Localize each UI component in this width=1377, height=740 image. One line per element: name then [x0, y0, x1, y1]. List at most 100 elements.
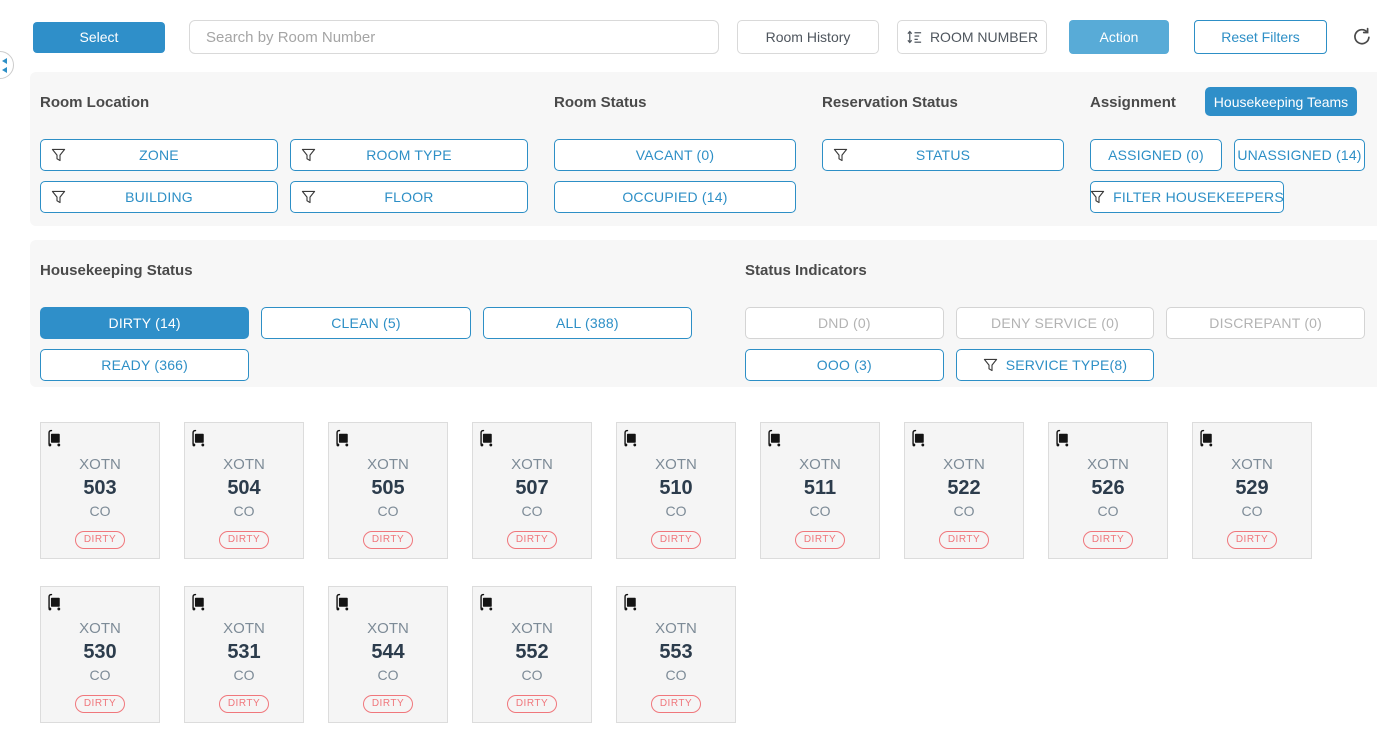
room-housekeeping-badge: DIRTY	[506, 695, 558, 713]
luggage-cart-icon	[911, 429, 926, 447]
discrepant-filter-button[interactable]: DISCREPANT (0)	[1166, 307, 1365, 339]
room-reservation-status: CO	[665, 667, 687, 683]
room-location-title: Room Location	[40, 94, 150, 111]
room-reservation-status: CO	[953, 503, 975, 519]
building-label: BUILDING	[125, 189, 193, 205]
dirty-filter-button[interactable]: DIRTY (14)	[40, 307, 250, 339]
luggage-cart-icon	[335, 429, 350, 447]
housekeeping-teams-button[interactable]: Housekeeping Teams	[1205, 87, 1357, 116]
room-history-button[interactable]: Room History	[737, 20, 879, 54]
room-housekeeping-badge: DIRTY	[218, 695, 270, 713]
room-card[interactable]: XOTN 503 CO DIRTY	[40, 422, 160, 559]
all-filter-button[interactable]: ALL (388)	[482, 307, 692, 339]
vacant-filter-button[interactable]: VACANT (0)	[554, 139, 796, 171]
room-reservation-status: CO	[521, 667, 543, 683]
room-reservation-status: CO	[377, 667, 399, 683]
room-reservation-status: CO	[1097, 503, 1119, 519]
room-hotel-code: XOTN	[223, 456, 265, 473]
filter-housekeepers-button[interactable]: FILTER HOUSEKEEPERS	[1090, 181, 1284, 213]
room-card[interactable]: XOTN 553 CO DIRTY	[616, 586, 736, 723]
service-type-label: SERVICE TYPE(8)	[1005, 357, 1128, 373]
room-card[interactable]: XOTN 511 CO DIRTY	[760, 422, 880, 559]
room-card[interactable]: XOTN 530 CO DIRTY	[40, 586, 160, 723]
room-hotel-code: XOTN	[655, 456, 697, 473]
room-hotel-code: XOTN	[367, 456, 409, 473]
room-reservation-status: CO	[1241, 503, 1263, 519]
funnel-icon	[51, 190, 66, 204]
room-hotel-code: XOTN	[511, 620, 553, 637]
room-housekeeping-badge: DIRTY	[794, 531, 846, 549]
room-card[interactable]: XOTN 552 CO DIRTY	[472, 586, 592, 723]
room-card[interactable]: XOTN 504 CO DIRTY	[184, 422, 304, 559]
room-hotel-code: XOTN	[1087, 456, 1129, 473]
luggage-cart-icon	[47, 593, 62, 611]
dnd-filter-button[interactable]: DND (0)	[745, 307, 944, 339]
room-status-title: Room Status	[554, 94, 647, 111]
action-button[interactable]: Action	[1069, 20, 1169, 54]
unassigned-filter-button[interactable]: UNASSIGNED (14)	[1234, 139, 1365, 171]
sort-icon	[907, 30, 922, 44]
floor-filter-button[interactable]: FLOOR	[290, 181, 528, 213]
room-number: 530	[83, 641, 117, 663]
luggage-cart-icon	[623, 593, 638, 611]
housekeeping-status-title: Housekeeping Status	[40, 262, 193, 279]
room-card[interactable]: XOTN 510 CO DIRTY	[616, 422, 736, 559]
room-card[interactable]: XOTN 529 CO DIRTY	[1192, 422, 1312, 559]
funnel-icon	[301, 190, 316, 204]
funnel-icon	[833, 148, 848, 162]
section-room-status: Room Status VACANT (0) OCCUPIED (14)	[554, 94, 796, 213]
refresh-button[interactable]	[1352, 26, 1374, 48]
collapse-arrows-icon	[2, 66, 7, 73]
room-reservation-status: CO	[89, 503, 111, 519]
select-button[interactable]: Select	[33, 21, 165, 53]
assignment-title: Assignment Housekeeping Teams	[1090, 87, 1365, 116]
room-housekeeping-badge: DIRTY	[74, 531, 126, 549]
ooo-filter-button[interactable]: OOO (3)	[745, 349, 944, 381]
assigned-filter-button[interactable]: ASSIGNED (0)	[1090, 139, 1222, 171]
room-number: 505	[371, 477, 405, 499]
room-housekeeping-badge: DIRTY	[362, 531, 414, 549]
room-housekeeping-badge: DIRTY	[506, 531, 558, 549]
building-filter-button[interactable]: BUILDING	[40, 181, 278, 213]
room-card[interactable]: XOTN 505 CO DIRTY	[328, 422, 448, 559]
section-reservation-status: Reservation Status STATUS	[822, 94, 1064, 213]
luggage-cart-icon	[1055, 429, 1070, 447]
deny-service-filter-button[interactable]: DENY SERVICE (0)	[955, 307, 1155, 339]
room-reservation-status: CO	[233, 503, 255, 519]
room-card[interactable]: XOTN 507 CO DIRTY	[472, 422, 592, 559]
service-type-filter-button[interactable]: SERVICE TYPE(8)	[955, 349, 1155, 381]
luggage-cart-icon	[1199, 429, 1214, 447]
edge-collapse-button[interactable]	[0, 51, 14, 79]
room-card[interactable]: XOTN 522 CO DIRTY	[904, 422, 1024, 559]
luggage-cart-icon	[479, 429, 494, 447]
room-housekeeping-badge: DIRTY	[74, 695, 126, 713]
room-card[interactable]: XOTN 544 CO DIRTY	[328, 586, 448, 723]
floor-label: FLOOR	[384, 189, 434, 205]
occupied-filter-button[interactable]: OCCUPIED (14)	[554, 181, 796, 213]
room-reservation-status: CO	[89, 667, 111, 683]
section-status-indicators: Status Indicators DND (0) DENY SERVICE (…	[745, 262, 1365, 381]
luggage-cart-icon	[767, 429, 782, 447]
sort-by-room-number-button[interactable]: ROOM NUMBER	[897, 20, 1047, 54]
refresh-icon	[1354, 27, 1370, 45]
search-input[interactable]	[189, 20, 719, 54]
room-number: 511	[803, 477, 837, 499]
filter-housekeepers-label: FILTER HOUSEKEEPERS	[1113, 189, 1284, 205]
room-reservation-status: CO	[233, 667, 255, 683]
room-card[interactable]: XOTN 526 CO DIRTY	[1048, 422, 1168, 559]
reservation-status-title: Reservation Status	[822, 94, 958, 111]
reset-filters-button[interactable]: Reset Filters	[1194, 20, 1327, 54]
filter-panel-secondary: Housekeeping Status DIRTY (14) CLEAN (5)…	[30, 240, 1377, 387]
ready-filter-button[interactable]: READY (366)	[40, 349, 250, 381]
room-number: 526	[1091, 477, 1125, 499]
room-card-grid: XOTN 503 CO DIRTY XOTN 504 CO DIRTY	[40, 422, 1337, 723]
luggage-cart-icon	[191, 593, 206, 611]
room-card[interactable]: XOTN 531 CO DIRTY	[184, 586, 304, 723]
reservation-status-filter-button[interactable]: STATUS	[822, 139, 1064, 171]
room-type-filter-button[interactable]: ROOM TYPE	[290, 139, 528, 171]
room-number: 529	[1235, 477, 1269, 499]
room-hotel-code: XOTN	[943, 456, 985, 473]
clean-filter-button[interactable]: CLEAN (5)	[261, 307, 471, 339]
zone-filter-button[interactable]: ZONE	[40, 139, 278, 171]
